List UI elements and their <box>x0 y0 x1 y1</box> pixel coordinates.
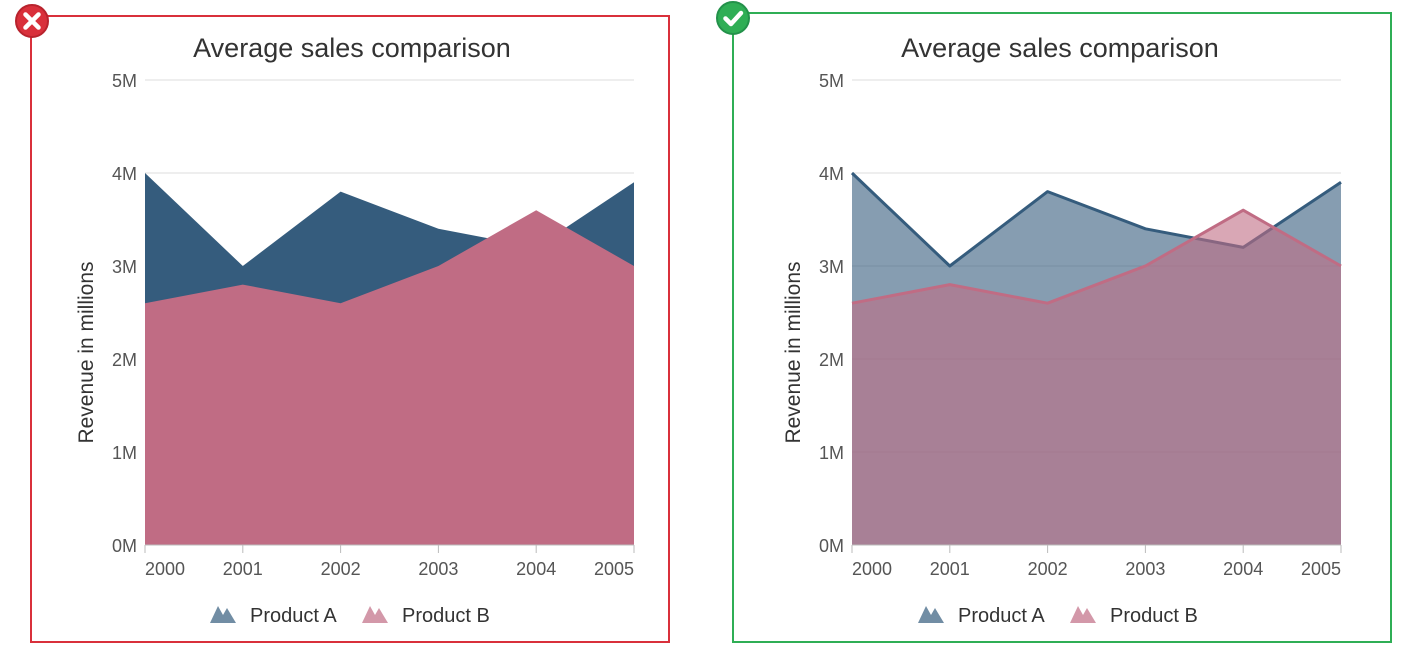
area-series-b <box>852 210 1341 545</box>
y-tick-label: 5M <box>112 71 137 91</box>
x-tick-label: 2004 <box>516 559 556 579</box>
x-tick-label: 2005 <box>1301 559 1341 579</box>
x-tick-label: 2003 <box>1125 559 1165 579</box>
x-tick-label: 2000 <box>852 559 892 579</box>
check-circle-icon <box>716 1 750 35</box>
area-legend-icon <box>362 606 388 623</box>
chart-title: Average sales comparison <box>901 33 1219 63</box>
line-series-b <box>851 208 1342 305</box>
legend: Product A Product B <box>918 605 1198 627</box>
x-tick-label: 2002 <box>321 559 361 579</box>
y-axis: 0M 1M 2M 3M 4M 5M <box>819 71 844 556</box>
series-areas <box>145 173 634 545</box>
x-circle-icon <box>15 4 49 38</box>
area-legend-icon <box>918 606 944 623</box>
y-tick-label: 0M <box>819 536 844 556</box>
x-tick-label: 2002 <box>1028 559 1068 579</box>
area-series-b <box>145 210 634 545</box>
x-tick-label: 2001 <box>930 559 970 579</box>
x-axis: 2000 2001 2002 2003 2004 2005 <box>851 544 1342 579</box>
y-tick-label: 3M <box>112 257 137 277</box>
incorrect-area-chart: 2000 2001 2002 2003 2004 2005 0M 1M 2M 3M 4M 5M Aver… <box>75 33 635 627</box>
series-areas <box>850 171 1342 545</box>
area-legend-icon <box>1070 606 1096 623</box>
y-tick-label: 0M <box>112 536 137 556</box>
area-legend-icon <box>210 606 236 623</box>
y-tick-label: 4M <box>819 164 844 184</box>
y-tick-label: 2M <box>112 350 137 370</box>
y-axis-title: Revenue in millions <box>782 261 805 443</box>
y-tick-label: 3M <box>819 257 844 277</box>
y-tick-label: 2M <box>819 350 844 370</box>
x-tick-label: 2004 <box>1223 559 1263 579</box>
y-tick-label: 4M <box>112 164 137 184</box>
x-tick-label: 2000 <box>145 559 185 579</box>
y-axis-title: Revenue in millions <box>75 261 98 443</box>
legend-label-product-a: Product A <box>250 605 337 627</box>
x-tick-label: 2001 <box>223 559 263 579</box>
x-tick-label: 2005 <box>594 559 634 579</box>
y-tick-label: 1M <box>819 443 844 463</box>
legend-label-product-b: Product B <box>1110 605 1198 627</box>
legend-label-product-a: Product A <box>958 605 1045 627</box>
legend-label-product-b: Product B <box>402 605 490 627</box>
chart-title: Average sales comparison <box>193 33 511 63</box>
y-tick-label: 5M <box>819 71 844 91</box>
x-axis: 2000 2001 2002 2003 2004 2005 <box>144 544 635 579</box>
x-tick-label: 2003 <box>418 559 458 579</box>
y-tick-label: 1M <box>112 443 137 463</box>
y-axis: 0M 1M 2M 3M 4M 5M <box>112 71 137 556</box>
legend: Product A Product B <box>210 605 490 627</box>
